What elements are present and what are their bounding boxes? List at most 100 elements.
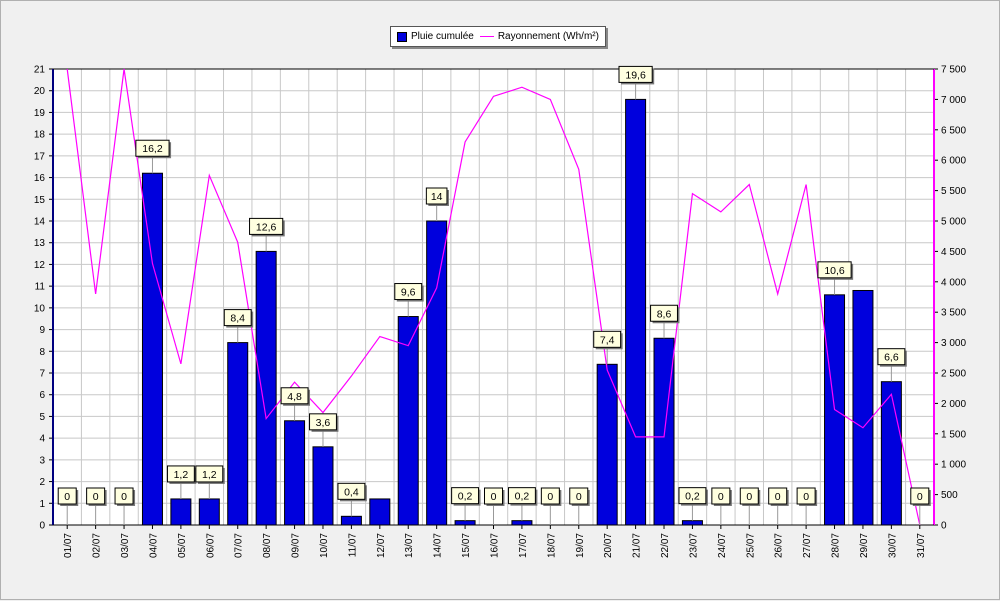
line-rayonnement <box>66 68 921 526</box>
y-left-tick-label: 15 <box>34 195 46 206</box>
y-left-tick-label: 20 <box>34 86 46 97</box>
chart-legend: Pluie cumulée Rayonnement (Wh/m²) <box>390 26 606 47</box>
y-left-tick-label: 7 <box>39 369 45 380</box>
y-right-tick-label: 3 000 <box>941 338 966 349</box>
y-left-tick-label: 8 <box>39 347 45 358</box>
y-left-tick-label: 14 <box>34 217 46 228</box>
x-tick-label: 23/07 <box>688 533 699 558</box>
bar-pluie <box>255 250 277 526</box>
x-tick-label: 24/07 <box>717 533 728 558</box>
bar-pluie <box>625 98 647 526</box>
data-label: 0 <box>803 491 809 503</box>
data-label-box <box>166 465 195 483</box>
y-right-tick-label: 0 <box>941 521 947 532</box>
legend-label-radiation: Rayonnement (Wh/m²) <box>497 31 599 42</box>
data-label-box <box>135 139 170 157</box>
x-tick-label: 05/07 <box>177 533 188 558</box>
bar-pluie <box>284 420 306 526</box>
data-label: 0,2 <box>458 491 473 503</box>
data-label-box <box>249 217 284 235</box>
x-tick-label: 11/07 <box>347 533 358 558</box>
y-left-tick-label: 3 <box>39 455 45 466</box>
data-label-box <box>910 487 930 505</box>
bar-pluie <box>170 498 192 526</box>
data-label-box <box>280 387 309 405</box>
data-label-box <box>569 487 589 505</box>
bar-pluie <box>198 498 220 526</box>
y-right-tick-label: 6 000 <box>941 156 966 167</box>
x-tick-label: 02/07 <box>92 533 103 558</box>
data-label-box <box>337 482 366 500</box>
x-tick-label: 31/07 <box>916 533 927 558</box>
data-label: 6,6 <box>884 352 899 364</box>
x-tick-label: 12/07 <box>376 533 387 558</box>
x-tick-label: 26/07 <box>774 533 785 558</box>
y-left-tick-label: 0 <box>39 521 45 532</box>
y-right-tick-label: 3 500 <box>941 308 966 319</box>
legend-swatch-radiation <box>479 36 494 37</box>
data-label-box <box>618 65 653 83</box>
x-tick-label: 20/07 <box>603 533 614 558</box>
data-label-box <box>451 487 480 505</box>
y-left-tick-label: 18 <box>34 130 46 141</box>
y-left-tick-label: 1 <box>39 499 45 510</box>
bar-pluie <box>852 289 874 526</box>
data-label: 4,8 <box>287 391 302 403</box>
legend-item-radiation: Rayonnement (Wh/m²) <box>479 31 599 42</box>
x-tick-label: 19/07 <box>575 533 586 558</box>
x-tick-label: 08/07 <box>262 533 273 558</box>
data-label: 19,6 <box>625 69 646 81</box>
y-left-tick-label: 13 <box>34 238 46 249</box>
y-right-tick-label: 4 000 <box>941 277 966 288</box>
x-tick-label: 21/07 <box>632 533 643 558</box>
data-label-box <box>195 465 224 483</box>
x-tick-label: 03/07 <box>120 533 131 558</box>
data-label: 0 <box>93 491 99 503</box>
x-tick-label: 07/07 <box>234 533 245 558</box>
data-label: 0 <box>547 491 553 503</box>
data-label: 1,2 <box>174 469 189 481</box>
bar-pluie <box>681 520 703 526</box>
x-tick-label: 27/07 <box>802 533 813 558</box>
data-label-box <box>678 487 707 505</box>
y-left-tick-label: 9 <box>39 325 45 336</box>
y-left-tick-label: 5 <box>39 412 45 423</box>
data-label: 0 <box>491 491 497 503</box>
data-label: 0 <box>917 491 923 503</box>
data-label: 0 <box>64 491 70 503</box>
x-tick-label: 04/07 <box>148 533 159 558</box>
y-left-tick-label: 19 <box>34 108 46 119</box>
data-label-box <box>650 304 678 322</box>
y-right-tick-label: 7 500 <box>941 65 966 76</box>
x-tick-label: 09/07 <box>291 533 302 558</box>
data-label: 0,2 <box>515 491 530 503</box>
data-label: 0 <box>121 491 127 503</box>
bar-pluie <box>369 498 391 526</box>
y-right-tick-label: 2 500 <box>941 369 966 380</box>
y-right-tick-label: 4 500 <box>941 247 966 258</box>
bar-pluie <box>141 172 163 526</box>
y-left-tick-label: 2 <box>39 477 45 488</box>
x-tick-label: 22/07 <box>660 533 671 558</box>
y-right-tick-label: 1 000 <box>941 460 966 471</box>
data-label-box <box>114 487 134 505</box>
bar-pluie <box>227 342 249 526</box>
x-tick-label: 30/07 <box>887 533 898 558</box>
y-right-tick-label: 7 000 <box>941 95 966 106</box>
data-label: 0 <box>576 491 582 503</box>
x-tick-label: 10/07 <box>319 533 330 558</box>
data-label: 16,2 <box>142 143 163 155</box>
x-tick-label: 15/07 <box>461 533 472 558</box>
legend-swatch-rain <box>397 31 407 42</box>
data-label-box <box>796 487 816 505</box>
data-label: 0,2 <box>685 491 700 503</box>
x-tick-label: 18/07 <box>546 533 557 558</box>
data-label: 0 <box>718 491 724 503</box>
data-label-box <box>425 187 448 205</box>
legend-label-rain: Pluie cumulée <box>411 31 474 42</box>
data-label-box <box>484 487 503 505</box>
data-label-box <box>817 261 852 279</box>
y-right-tick-label: 1 500 <box>941 429 966 440</box>
